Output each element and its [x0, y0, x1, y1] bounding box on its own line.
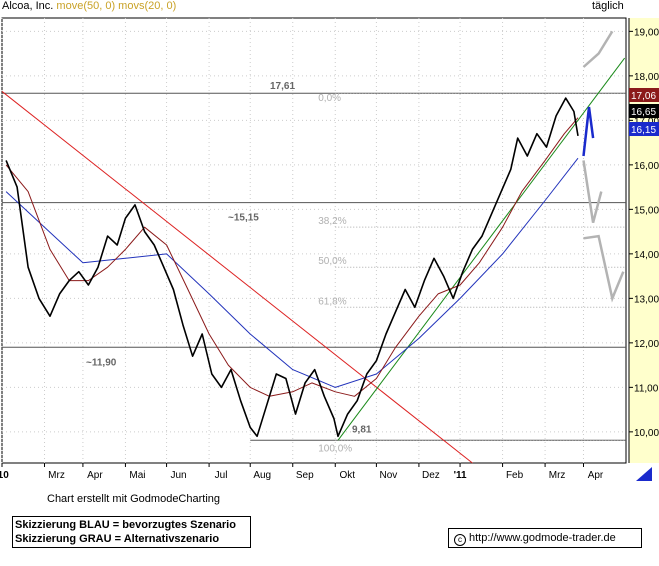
price-tag: [629, 122, 659, 136]
fib-label: 50,0%: [318, 256, 346, 267]
level-label: 9,81: [352, 424, 372, 435]
y-tick-label: 15,00: [634, 205, 659, 216]
grey-scenario-path: [583, 234, 625, 303]
instrument-title: Alcoa, Inc.: [2, 0, 54, 12]
x-tick-label: Jun: [171, 470, 187, 481]
copyright-icon: c: [454, 534, 466, 546]
scroll-right-icon: [636, 467, 652, 481]
y-tick-label: 17,00: [634, 116, 659, 127]
x-tick-label: Mrz: [549, 470, 566, 481]
x-tick-label: Mai: [129, 470, 145, 481]
sma50-line: [5, 157, 579, 388]
y-tick-label: 16,00: [634, 161, 659, 172]
fib-label: 0,0%: [318, 93, 341, 104]
frequency-label: täglich: [592, 0, 624, 12]
downtrend-line: [1, 91, 473, 464]
chart-credit: Chart erstellt mit GodmodeCharting: [47, 493, 221, 505]
fib-label: 38,2%: [318, 216, 346, 227]
grey-scenario-path: [582, 30, 614, 68]
legend-blue-scenario: Skizzierung BLAU = bevorzugtes Szenario: [15, 519, 236, 531]
x-tick-label: Apr: [588, 470, 604, 481]
price-tag-label: 16,15: [631, 125, 656, 136]
source-url-text: http://www.godmode-trader.de: [469, 532, 616, 544]
y-tick-label: 18,00: [634, 72, 659, 83]
plot-area: [1, 17, 627, 464]
x-tick-label: Okt: [339, 470, 355, 481]
x-tick-label: Sep: [296, 470, 314, 481]
level-label: ~11,90: [86, 357, 117, 368]
level-label: ~15,15: [228, 213, 259, 224]
y-axis-band: [629, 18, 659, 463]
price-tag-label: 17,06: [631, 91, 656, 102]
source-url[interactable]: c http://www.godmode-trader.de: [448, 528, 642, 548]
price-tag: [629, 104, 659, 118]
blue-scenario-path: [582, 106, 595, 157]
y-tick-label: 10,00: [634, 428, 659, 439]
price-tag: [629, 88, 659, 102]
y-tick-label: 14,00: [634, 250, 659, 261]
x-tick-label: Jul: [215, 470, 228, 481]
x-tick-label: Feb: [506, 470, 524, 481]
x-tick-label: Aug: [253, 470, 271, 481]
x-tick-label: '11: [454, 470, 467, 481]
grey-scenario-path: [582, 160, 603, 224]
price-line: [5, 97, 579, 438]
fib-label: 61,8%: [318, 296, 346, 307]
x-tick-label: '10: [0, 470, 9, 481]
legend-grey-scenario: Skizzierung GRAU = Alternativszenario: [15, 533, 220, 545]
y-tick-label: 12,00: [634, 339, 659, 350]
x-tick-label: Apr: [87, 470, 103, 481]
y-tick-label: 11,00: [634, 383, 659, 394]
chart-header: Alcoa, Inc. move(50, 0) movs(20, 0): [2, 0, 176, 12]
x-tick-label: Nov: [380, 470, 398, 481]
price-tag-label: 16,65: [631, 107, 656, 118]
y-tick-label: 19,00: [634, 27, 659, 38]
scenario-legend: Skizzierung BLAU = bevorzugtes Szenario …: [12, 516, 251, 548]
fib-label: 100,0%: [318, 443, 352, 454]
sma20-line: [5, 117, 579, 397]
uptrend-line: [337, 57, 626, 441]
x-tick-label: Mrz: [48, 470, 65, 481]
indicator-label: move(50, 0) movs(20, 0): [56, 0, 177, 12]
x-tick-label: Dez: [422, 470, 440, 481]
y-tick-label: 13,00: [634, 294, 659, 305]
level-label: 17,61: [270, 81, 295, 92]
